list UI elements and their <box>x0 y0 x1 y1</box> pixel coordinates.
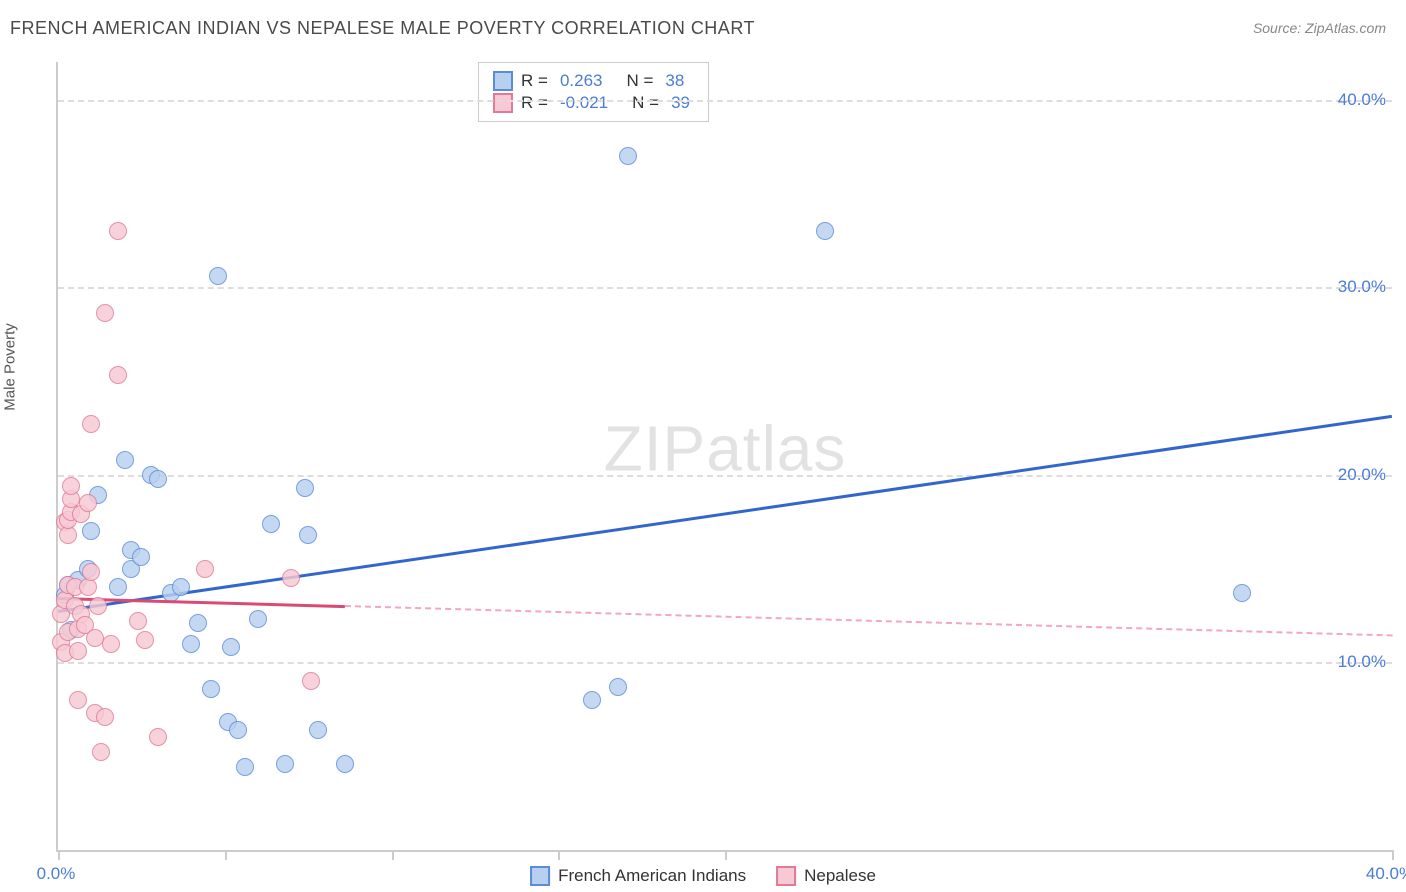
data-point <box>116 451 134 469</box>
data-point <box>69 691 87 709</box>
series-legend: French American Indians Nepalese <box>530 866 876 886</box>
data-point <box>86 629 104 647</box>
source-label: Source: ZipAtlas.com <box>1253 20 1386 36</box>
grid-line <box>58 100 1392 102</box>
legend-item-2: Nepalese <box>776 866 876 886</box>
data-point <box>92 743 110 761</box>
trend-line <box>58 415 1392 613</box>
data-point <box>202 680 220 698</box>
correlation-legend: R = 0.263 N = 38 R = -0.021 N = 39 <box>478 62 709 122</box>
data-point <box>583 691 601 709</box>
n-label: N = <box>626 71 653 91</box>
data-point <box>96 304 114 322</box>
x-tick <box>558 850 560 860</box>
legend-row-series2: R = -0.021 N = 39 <box>493 93 694 113</box>
data-point <box>189 614 207 632</box>
y-tick-label: 20.0% <box>1338 465 1386 485</box>
data-point <box>82 522 100 540</box>
data-point <box>609 678 627 696</box>
grid-line <box>58 475 1392 477</box>
x-tick-label: 0.0% <box>37 864 76 884</box>
data-point <box>1233 584 1251 602</box>
data-point <box>96 708 114 726</box>
data-point <box>309 721 327 739</box>
data-point <box>109 366 127 384</box>
data-point <box>182 635 200 653</box>
data-point <box>296 479 314 497</box>
data-point <box>129 612 147 630</box>
x-tick <box>725 850 727 860</box>
data-point <box>336 755 354 773</box>
data-point <box>209 267 227 285</box>
x-tick <box>58 850 60 860</box>
data-point <box>816 222 834 240</box>
grid-line <box>58 662 1392 664</box>
r-value-2: -0.021 <box>560 93 608 113</box>
legend-label-2: Nepalese <box>804 866 876 886</box>
data-point <box>236 758 254 776</box>
x-tick-label: 40.0% <box>1366 864 1406 884</box>
n-label: N = <box>632 93 659 113</box>
legend-label-1: French American Indians <box>558 866 746 886</box>
data-point <box>196 560 214 578</box>
swatch-series2 <box>493 93 513 113</box>
data-point <box>136 631 154 649</box>
data-point <box>229 721 247 739</box>
data-point <box>109 578 127 596</box>
data-point <box>262 515 280 533</box>
data-point <box>249 610 267 628</box>
legend-item-1: French American Indians <box>530 866 746 886</box>
swatch-series1-icon <box>530 866 550 886</box>
data-point <box>282 569 300 587</box>
data-point <box>82 415 100 433</box>
data-point <box>222 638 240 656</box>
swatch-series1 <box>493 71 513 91</box>
data-point <box>149 470 167 488</box>
r-label: R = <box>521 93 548 113</box>
y-tick-label: 40.0% <box>1338 90 1386 110</box>
chart-title: FRENCH AMERICAN INDIAN VS NEPALESE MALE … <box>10 18 755 39</box>
data-point <box>102 635 120 653</box>
data-point <box>79 578 97 596</box>
y-axis-label: Male Poverty <box>2 323 19 411</box>
n-value-2: 39 <box>671 93 690 113</box>
plot-area: ZIPatlas R = 0.263 N = 38 R = -0.021 N =… <box>56 62 1392 852</box>
x-tick <box>1392 850 1394 860</box>
y-tick-label: 30.0% <box>1338 277 1386 297</box>
data-point <box>172 578 190 596</box>
legend-row-series1: R = 0.263 N = 38 <box>493 71 694 91</box>
data-point <box>82 563 100 581</box>
data-point <box>302 672 320 690</box>
data-point <box>619 147 637 165</box>
x-tick <box>225 850 227 860</box>
data-point <box>132 548 150 566</box>
data-point <box>89 597 107 615</box>
r-value-1: 0.263 <box>560 71 603 91</box>
data-point <box>299 526 317 544</box>
data-point <box>109 222 127 240</box>
r-label: R = <box>521 71 548 91</box>
y-tick-label: 10.0% <box>1338 652 1386 672</box>
grid-line <box>58 287 1392 289</box>
trend-line-dash <box>345 605 1392 636</box>
data-point <box>62 477 80 495</box>
swatch-series2-icon <box>776 866 796 886</box>
data-point <box>149 728 167 746</box>
data-point <box>79 494 97 512</box>
x-tick <box>392 850 394 860</box>
data-point <box>69 642 87 660</box>
n-value-1: 38 <box>665 71 684 91</box>
data-point <box>276 755 294 773</box>
